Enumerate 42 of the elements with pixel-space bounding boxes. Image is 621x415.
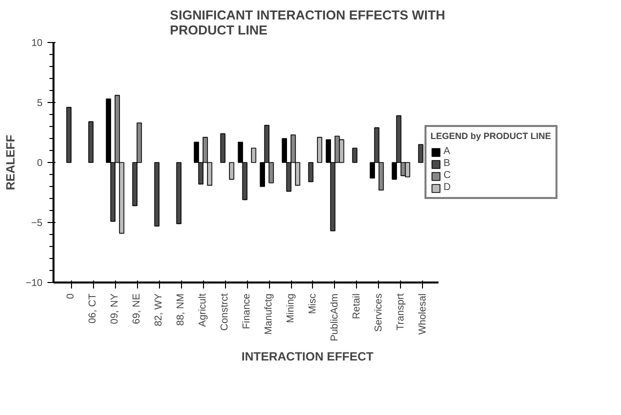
- x-tick-label: PublicAdm: [329, 293, 340, 342]
- legend-title: LEGEND by PRODUCT LINE: [430, 131, 551, 141]
- bar: [88, 121, 94, 163]
- x-tick-label: 88, NM: [176, 293, 187, 326]
- bar: [338, 139, 344, 163]
- y-axis-title: REALEFF: [4, 134, 18, 190]
- y-tick-label: −10: [26, 278, 43, 289]
- y-tick-label: 10: [31, 38, 43, 49]
- x-tick-label: Mining: [286, 293, 297, 323]
- legend-label: A: [443, 146, 452, 157]
- x-tick-label: Transprt: [395, 293, 406, 330]
- x-tick-label: Retail: [351, 293, 362, 320]
- y-tick-label: −5: [31, 218, 43, 229]
- x-tick-label: Misc: [308, 293, 318, 314]
- x-tick-label: Constrct: [220, 293, 231, 331]
- bar: [404, 162, 410, 178]
- x-tick-label: Services: [373, 293, 384, 332]
- x-tick-label: 06, CT: [88, 293, 99, 324]
- legend-label: D: [443, 182, 452, 193]
- x-tick-label: Manufctg: [264, 293, 275, 335]
- legend-label: C: [443, 170, 452, 181]
- bar: [176, 162, 182, 224]
- x-axis-title: INTERACTION EFFECT: [242, 349, 374, 364]
- bar: [308, 162, 314, 182]
- x-tick-label: 82, WY: [154, 293, 165, 326]
- bar: [66, 106, 72, 163]
- x-tick-label: 09, NY: [110, 293, 121, 324]
- bar: [220, 133, 226, 163]
- bar: [229, 162, 234, 180]
- chart-title: SIGNIFICANT INTERACTION EFFECTS WITH PRODUCT LINE: [170, 8, 446, 38]
- legend-label: B: [443, 158, 452, 169]
- bar: [251, 148, 256, 163]
- x-tick-label: Finance: [242, 293, 253, 330]
- x-tick-label: Agricult: [198, 293, 209, 327]
- bar: [352, 148, 358, 163]
- y-tick-label: 5: [36, 98, 43, 109]
- x-tick-label: 0: [66, 293, 77, 300]
- x-tick-label: Wholesal: [417, 293, 428, 335]
- bar: [316, 136, 322, 163]
- x-tick-label: 69, NE: [132, 293, 143, 324]
- bar: [154, 162, 160, 226]
- y-tick-label: 0: [36, 158, 43, 169]
